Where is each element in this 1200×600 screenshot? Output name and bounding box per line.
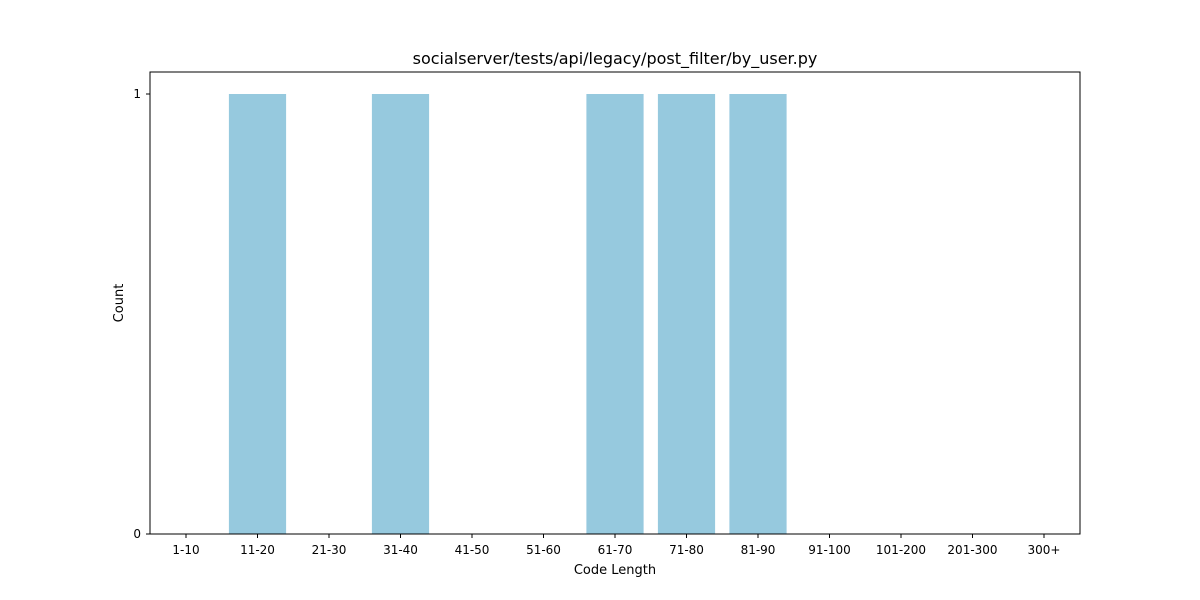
x-axis-ticks: 1-10 11-20 21-30 31-40 41-50 51-60 61-70 71-80 8…	[172, 534, 1060, 557]
x-tick-label: 300+	[1028, 543, 1061, 557]
y-tick-label: 0	[133, 527, 141, 541]
x-tick-label: 81-90	[741, 543, 776, 557]
bars-group	[228, 94, 787, 534]
x-tick-label: 71-80	[669, 543, 704, 557]
chart-title: socialserver/tests/api/legacy/post_filte…	[413, 49, 818, 69]
x-tick-label: 201-300	[947, 543, 997, 557]
bar-11-20	[228, 94, 287, 534]
x-tick-label: 41-50	[455, 543, 490, 557]
y-tick-label: 1	[133, 87, 141, 101]
bar-61-70	[586, 94, 644, 534]
x-tick-label: 61-70	[598, 543, 633, 557]
x-tick-label: 11-20	[240, 543, 275, 557]
x-tick-label: 31-40	[383, 543, 418, 557]
bar-31-40	[371, 94, 430, 534]
x-tick-label: 51-60	[526, 543, 561, 557]
x-tick-label: 21-30	[312, 543, 347, 557]
x-axis-label: Code Length	[574, 563, 656, 578]
x-tick-label: 101-200	[876, 543, 926, 557]
bar-81-90	[729, 94, 787, 534]
x-tick-label: 91-100	[808, 543, 851, 557]
bar-71-80	[657, 94, 716, 534]
y-axis-label: Count	[112, 284, 127, 323]
x-tick-label: 1-10	[172, 543, 199, 557]
y-axis-ticks: 01	[133, 87, 150, 541]
